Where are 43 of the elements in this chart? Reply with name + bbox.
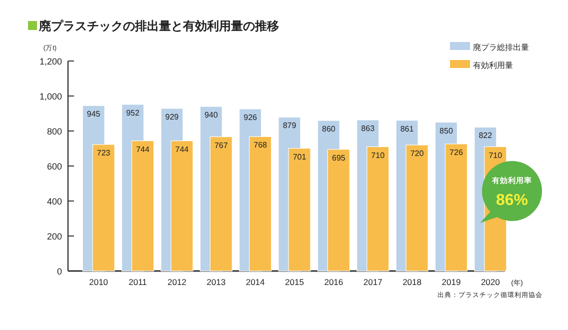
legend-label: 有効利用量 [473, 61, 513, 70]
data-label: 720 [410, 149, 424, 158]
y-tick-label: 0 [56, 266, 62, 276]
data-label: 744 [175, 144, 190, 154]
x-tick-label: 2018 [402, 277, 422, 287]
x-tick-label: 2010 [89, 277, 108, 287]
x-tick-label: 2017 [363, 277, 383, 287]
y-tick-label: 1,200 [39, 56, 62, 66]
data-label: 926 [244, 112, 258, 122]
x-tick-label: 2019 [442, 277, 461, 287]
data-label: 861 [400, 124, 414, 134]
data-label: 744 [136, 144, 150, 154]
legend-label: 廃プラ総排出量 [473, 43, 529, 52]
data-label: 860 [322, 124, 336, 134]
x-tick-label: 2012 [167, 277, 187, 287]
y-tick-label: 1,000 [39, 92, 62, 102]
y-tick-label: 600 [46, 162, 62, 172]
data-label: 710 [371, 150, 386, 160]
data-label: 879 [282, 121, 297, 130]
x-tick-label: 2011 [128, 277, 148, 287]
data-label: 701 [292, 152, 307, 162]
x-tick-label: 2020 [480, 277, 500, 287]
data-label: 710 [488, 150, 503, 160]
data-label: 767 [214, 140, 228, 150]
x-tick-label: 2016 [324, 277, 344, 287]
x-tick-label: 2013 [206, 277, 226, 287]
x-tick-label: 2014 [246, 277, 266, 287]
y-tick-label: 200 [46, 232, 62, 242]
chart-title: 廃プラスチックの排出量と有効利用量の推移 [38, 19, 279, 33]
x-tick-label: 2015 [285, 277, 304, 287]
y-tick-label: 400 [46, 196, 62, 206]
data-label: 945 [86, 110, 101, 119]
data-label: 723 [96, 148, 111, 158]
data-label: 863 [361, 124, 376, 133]
data-label: 952 [126, 108, 140, 118]
y-tick-label: 800 [46, 126, 62, 136]
data-label: 929 [165, 112, 180, 122]
data-label: 822 [478, 131, 493, 140]
data-label: 768 [254, 140, 268, 150]
data-label: 726 [450, 148, 464, 157]
data-label: 850 [440, 126, 454, 136]
data-label: 940 [204, 110, 218, 120]
data-label: 695 [332, 153, 346, 162]
